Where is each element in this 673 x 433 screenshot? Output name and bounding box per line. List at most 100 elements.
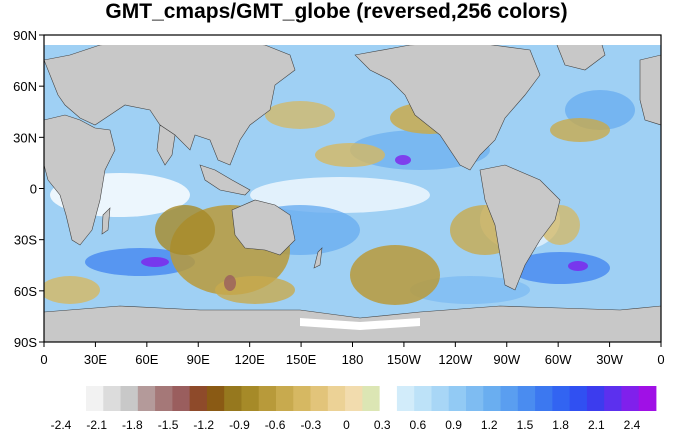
colorbar-swatch [310, 386, 329, 411]
europe-wrap-land [639, 54, 661, 126]
chart-title: GMT_cmaps/GMT_globe (reversed,256 colors… [105, 0, 568, 23]
colorbar-swatch [86, 386, 104, 411]
colorbar-swatch [345, 386, 363, 411]
ocean-patch-blue-4 [510, 252, 610, 284]
colorbar-swatch [293, 386, 311, 411]
ocean-patch-blue-3 [85, 248, 195, 276]
colorbar-label: -2.1 [86, 418, 107, 432]
colorbar-swatch [224, 386, 242, 411]
colorbar-swatch [586, 386, 605, 411]
colorbar-label: 0.3 [374, 418, 391, 432]
lat-label: 90N [13, 28, 37, 43]
ocean-hotspot-purple-3 [395, 155, 411, 165]
lat-label: 60N [13, 79, 37, 94]
colorbar-label: -2.4 [51, 418, 72, 432]
ocean-hotspot-purple-1 [141, 257, 169, 267]
colorbar-swatch [120, 386, 139, 411]
colorbar-label: -1.5 [158, 418, 179, 432]
ocean-patch-brown-9 [44, 276, 100, 304]
colorbar-label: -0.3 [300, 418, 321, 432]
colorbar-label: 2.1 [588, 418, 605, 432]
colorbar-swatch [276, 386, 294, 411]
colorbar-swatch [414, 386, 432, 411]
colorbar-swatch [569, 386, 588, 411]
sea-ice [44, 35, 661, 330]
lon-label: 30E [84, 352, 107, 367]
colorbar-label: 0 [343, 418, 350, 432]
ocean-patch-brown-7 [265, 101, 335, 129]
colorbar [86, 386, 657, 411]
ocean-hotspot-red-1 [224, 275, 236, 291]
ocean-patch-brown-3 [350, 245, 440, 305]
lon-label: 120E [234, 352, 265, 367]
colorbar-swatch [241, 386, 260, 411]
colorbar-label: 2.4 [624, 418, 641, 432]
australia-land [231, 199, 296, 256]
ocean-hotspot-purple-2 [568, 261, 588, 271]
colorbar-swatch [535, 386, 553, 411]
lon-label: 180 [342, 352, 364, 367]
lon-label: 150E [286, 352, 317, 367]
colorbar-swatch [638, 386, 657, 411]
latitude-axis: 90N 60N 30N 0 30S 60S 90S [13, 28, 44, 350]
colorbar-swatch [621, 386, 640, 411]
lat-label: 30S [14, 233, 37, 248]
colorbar-swatch [483, 386, 501, 411]
lon-label: 30W [596, 352, 623, 367]
indonesia-land [199, 164, 251, 196]
colorbar-label: -1.8 [122, 418, 143, 432]
north-america-land [354, 41, 541, 171]
lat-label: 60S [14, 284, 37, 299]
colorbar-swatch [552, 386, 571, 411]
colorbar-label: 1.2 [481, 418, 498, 432]
south-america-land [479, 164, 561, 291]
colorbar-swatch [379, 386, 398, 411]
colorbar-swatch [189, 386, 208, 411]
colorbar-label: -0.9 [229, 418, 250, 432]
lon-label: 150W [387, 352, 422, 367]
colorbar-swatch [155, 386, 173, 411]
colorbar-label: 0.6 [410, 418, 427, 432]
lon-label: 60E [135, 352, 158, 367]
colorbar-label: 1.8 [552, 418, 569, 432]
lat-label: 30N [13, 130, 37, 145]
antarctic-ice [300, 318, 420, 330]
lon-label: 0 [657, 352, 664, 367]
colorbar-label: 0.9 [445, 418, 462, 432]
ocean-patch-brown-8 [550, 118, 610, 142]
madagascar-land [101, 207, 111, 235]
africa-land [44, 114, 116, 246]
arctic-ice [44, 35, 661, 45]
colorbar-swatch [500, 386, 519, 411]
colorbar-swatch [431, 386, 450, 411]
ocean-patch-white-2 [250, 177, 430, 213]
colorbar-swatch [137, 386, 156, 411]
colorbar-swatch [172, 386, 191, 411]
colorbar-swatch [103, 386, 121, 411]
india-land [156, 124, 176, 166]
ocean-patch-blue-5 [410, 276, 530, 304]
colorbar-swatch [206, 386, 225, 411]
new-zealand-land [313, 247, 323, 269]
colorbar-label: 1.5 [517, 418, 534, 432]
colorbar-swatch [362, 386, 381, 411]
colorbar-swatch [396, 386, 415, 411]
colorbar-swatch [448, 386, 467, 411]
lon-label: 90W [493, 352, 520, 367]
colorbar-label: -0.6 [265, 418, 286, 432]
lon-label: 60W [545, 352, 572, 367]
lon-label: 0 [40, 352, 47, 367]
colorbar-swatch [604, 386, 622, 411]
colorbar-swatch [327, 386, 346, 411]
ocean-patch-brown-2 [155, 205, 215, 255]
colorbar-swatch [466, 386, 484, 411]
colorbar-swatch [517, 386, 536, 411]
lon-label: 90E [187, 352, 210, 367]
lon-label: 120W [438, 352, 473, 367]
lat-label: 90S [14, 335, 37, 350]
ocean-patch-brown-6 [315, 143, 385, 167]
longitude-axis: 0 30E 60E 90E 120E 150E 180 150W 120W 90W 60W 30W 0 [40, 342, 665, 367]
colorbar-labels: -2.4 -2.1 -1.8 -1.5 -1.2 -0.9 -0.6 -0.3 0 0.3 0.6 0… [51, 418, 641, 432]
